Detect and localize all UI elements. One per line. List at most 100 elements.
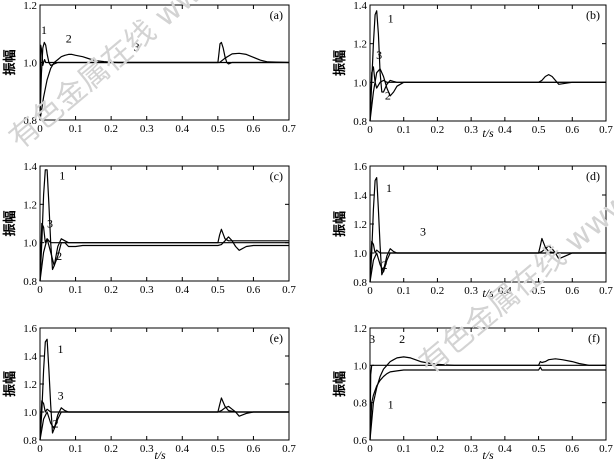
- series-line-1: [39, 338, 289, 441]
- curve-label-3: 3: [58, 388, 64, 402]
- y-tick-label: 1.2: [23, 379, 37, 391]
- x-tick-label: 0.1: [69, 443, 83, 455]
- curve-label-3: 3: [47, 216, 53, 230]
- x-tick-label: 0.6: [565, 285, 579, 297]
- x-tick-label: 0.1: [69, 123, 83, 135]
- series-line-1: [369, 10, 606, 122]
- series-line-3: [39, 222, 289, 282]
- x-tick-label: 0: [367, 124, 373, 136]
- x-tick-label: 0.2: [431, 124, 445, 136]
- x-tick-label: 0.6: [247, 284, 261, 296]
- x-tick-label: 0.6: [565, 124, 579, 136]
- y-tick-label: 1.6: [353, 161, 367, 173]
- x-axis-label: t/s: [482, 448, 494, 462]
- series-line-3: [369, 66, 606, 122]
- series-line-1: [369, 366, 606, 441]
- y-tick-label: 1.0: [23, 407, 37, 419]
- x-tick-label: 0.4: [498, 124, 512, 136]
- series-line-3: [39, 397, 289, 441]
- chart-panel: 0 0.1 0.2 0.3 0.4 0.5 0.6 0.7 0.8 1.0 1.2 振幅 (a) 1 2 3: [2, 0, 296, 135]
- x-tick-label: 0.2: [104, 123, 118, 135]
- x-tick-label: 0: [37, 123, 43, 135]
- curve-label-2: 2: [56, 249, 62, 263]
- x-tick-label: 0.5: [532, 124, 546, 136]
- x-tick-label: 0.3: [140, 123, 154, 135]
- y-tick-label: 0.6: [353, 435, 367, 447]
- y-tick-label: 1.0: [23, 58, 37, 70]
- curve-label-2: 2: [382, 258, 388, 272]
- series-line-2: [39, 52, 290, 121]
- x-tick-label: 0: [367, 285, 373, 297]
- series-line-3: [39, 41, 289, 121]
- x-tick-label: 0.7: [282, 284, 296, 296]
- chart-panel: 0 0.1 0.2 0.3 0.4 0.5 0.6 0.7 0.8 1.0 1.2 1.4 振幅 t/s (…: [332, 0, 613, 140]
- x-axis-label: t/s: [482, 286, 494, 300]
- curve-label-2: 2: [399, 332, 405, 346]
- curve-label-3: 3: [369, 332, 375, 346]
- x-axis-label: t/s: [482, 126, 494, 140]
- x-tick-label: 0.4: [175, 123, 189, 135]
- curve-label-2: 2: [53, 416, 59, 430]
- x-tick-label: 0.5: [532, 443, 546, 455]
- x-tick-label: 0.4: [175, 443, 189, 455]
- chart-panel: 0 0.1 0.2 0.3 0.4 0.5 0.6 0.7 0.8 1.0 1.2 1.4 1.6 振幅 t…: [2, 323, 296, 462]
- x-tick-label: 0.4: [175, 284, 189, 296]
- x-tick-label: 0.3: [140, 443, 154, 455]
- curve-label-1: 1: [59, 168, 65, 182]
- x-tick-label: 0: [37, 443, 43, 455]
- x-tick-label: 0.7: [599, 285, 613, 297]
- y-tick-label: 1.4: [23, 161, 37, 173]
- curve-label-1: 1: [41, 23, 47, 37]
- x-tick-label: 0.6: [247, 123, 261, 135]
- chart-panel: 0 0.1 0.2 0.3 0.4 0.5 0.6 0.7 0.8 1.0 1.2 1.4 振幅 (c) 1…: [2, 161, 296, 296]
- x-tick-label: 0.6: [247, 443, 261, 455]
- x-tick-label: 0.5: [532, 285, 546, 297]
- curve-label-1: 1: [388, 11, 394, 25]
- y-axis-label: 振幅: [332, 50, 348, 76]
- x-tick-label: 0.1: [69, 284, 83, 296]
- panel-label: (b): [586, 8, 600, 22]
- curve-label-1: 1: [386, 181, 392, 195]
- y-tick-label: 1.4: [353, 0, 367, 12]
- y-tick-label: 1.4: [23, 351, 37, 363]
- y-tick-label: 0.8: [23, 435, 37, 447]
- x-tick-label: 0.3: [464, 443, 478, 455]
- x-tick-label: 0.3: [464, 124, 478, 136]
- plot-frame: [39, 327, 290, 441]
- y-tick-label: 1.2: [23, 0, 37, 12]
- x-tick-label: 0.1: [397, 443, 411, 455]
- series-line-2: [369, 68, 606, 122]
- panel-label: (c): [270, 169, 283, 183]
- y-tick-label: 1.0: [353, 77, 367, 89]
- x-tick-label: 0.5: [211, 443, 225, 455]
- panel-label: (e): [270, 331, 283, 345]
- y-axis-label: 振幅: [332, 371, 348, 397]
- curve-label-3: 3: [376, 48, 382, 62]
- y-axis-label: 振幅: [2, 371, 18, 397]
- x-tick-label: 0.3: [140, 284, 154, 296]
- y-axis-label: 振幅: [332, 211, 348, 237]
- y-tick-label: 1.2: [23, 199, 37, 211]
- y-tick-label: 1.2: [353, 39, 367, 51]
- y-tick-label: 1.0: [353, 248, 367, 260]
- x-tick-label: 0.4: [498, 443, 512, 455]
- y-tick-label: 0.8: [353, 398, 367, 410]
- y-tick-label: 0.8: [23, 115, 37, 127]
- x-tick-label: 0.5: [211, 123, 225, 135]
- panel-label: (a): [270, 8, 283, 22]
- y-tick-label: 1.2: [353, 219, 367, 231]
- x-tick-label: 0.7: [282, 123, 296, 135]
- x-tick-label: 0.1: [397, 124, 411, 136]
- x-tick-label: 0.2: [104, 443, 118, 455]
- x-tick-label: 0: [37, 284, 43, 296]
- watermark-layer: 有色金属在线 www.cnnmol.com 有色金属在线 www.cnnmol.…: [3, 0, 614, 381]
- x-tick-label: 0.2: [104, 284, 118, 296]
- panel-label: (d): [586, 169, 600, 183]
- y-tick-label: 1.6: [23, 323, 37, 335]
- x-axis-label: t/s: [154, 448, 166, 462]
- plot-frame: [369, 327, 607, 441]
- curve-label-3: 3: [420, 225, 426, 239]
